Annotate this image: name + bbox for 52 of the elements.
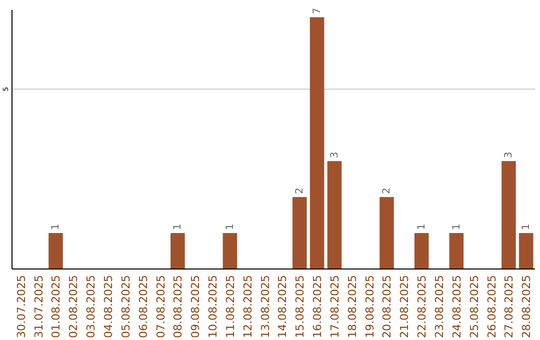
data-label: 7 <box>312 8 324 14</box>
data-label: 1 <box>224 224 236 230</box>
bar <box>449 233 464 269</box>
bar <box>170 233 185 269</box>
data-label: 1 <box>172 224 184 230</box>
x-tick-label: 07.08.2025 <box>154 275 168 338</box>
x-tick-label: 22.08.2025 <box>416 275 429 338</box>
data-label: 1 <box>521 224 532 230</box>
x-tick-label: 01.08.2025 <box>50 275 63 338</box>
x-tick-label: 14.08.2025 <box>276 275 290 338</box>
bar <box>414 233 429 269</box>
bar <box>310 17 324 269</box>
x-tick-label: 21.08.2025 <box>398 275 412 338</box>
x-tick-label: 09.08.2025 <box>189 275 202 338</box>
bar <box>327 161 342 269</box>
bar <box>292 197 307 269</box>
bar <box>380 197 394 269</box>
data-label: 3 <box>504 152 515 158</box>
x-tick-label: 15.08.2025 <box>294 275 307 338</box>
bar <box>222 233 238 269</box>
x-tick-label: 28.08.2025 <box>520 275 534 338</box>
x-tick-label: 17.08.2025 <box>328 275 342 338</box>
data-label: 1 <box>50 224 62 230</box>
x-tick-label: 18.08.2025 <box>346 275 359 338</box>
data-label: 1 <box>416 224 428 230</box>
x-tick-label: 04.08.2025 <box>102 275 115 338</box>
x-tick-label: 05.08.2025 <box>119 275 132 338</box>
bar <box>48 233 63 269</box>
data-label: 2 <box>294 188 306 194</box>
x-tick-label: 02.08.2025 <box>67 275 80 338</box>
bar <box>518 233 534 269</box>
x-tick-label: 16.08.2025 <box>311 275 324 338</box>
x-tick-label: 27.08.2025 <box>502 275 516 338</box>
x-tick-label: 20.08.2025 <box>380 275 394 338</box>
bar <box>502 161 516 269</box>
x-tick-label: 13.08.2025 <box>258 275 272 338</box>
x-tick-label: 06.08.2025 <box>136 275 150 338</box>
x-tick-label: 11.08.2025 <box>224 275 237 338</box>
x-tick-label: 12.08.2025 <box>241 275 254 338</box>
data-label: 1 <box>451 224 462 230</box>
x-tick-label: 25.08.2025 <box>468 275 481 338</box>
x-tick-label: 08.08.2025 <box>172 275 185 338</box>
x-tick-label: 10.08.2025 <box>206 275 220 338</box>
x-tick-label: 26.08.2025 <box>485 275 498 338</box>
data-label: 2 <box>382 188 393 194</box>
x-tick-label: 31.07.2025 <box>32 275 46 338</box>
x-tick-label: 03.08.2025 <box>84 275 98 338</box>
x-tick-label: 19.08.2025 <box>363 275 376 338</box>
x-tick-label: 23.08.2025 <box>433 275 446 338</box>
x-tick-label: 24.08.2025 <box>450 275 464 338</box>
x-tick-label: 30.07.2025 <box>14 275 28 338</box>
data-label: 3 <box>329 152 340 158</box>
